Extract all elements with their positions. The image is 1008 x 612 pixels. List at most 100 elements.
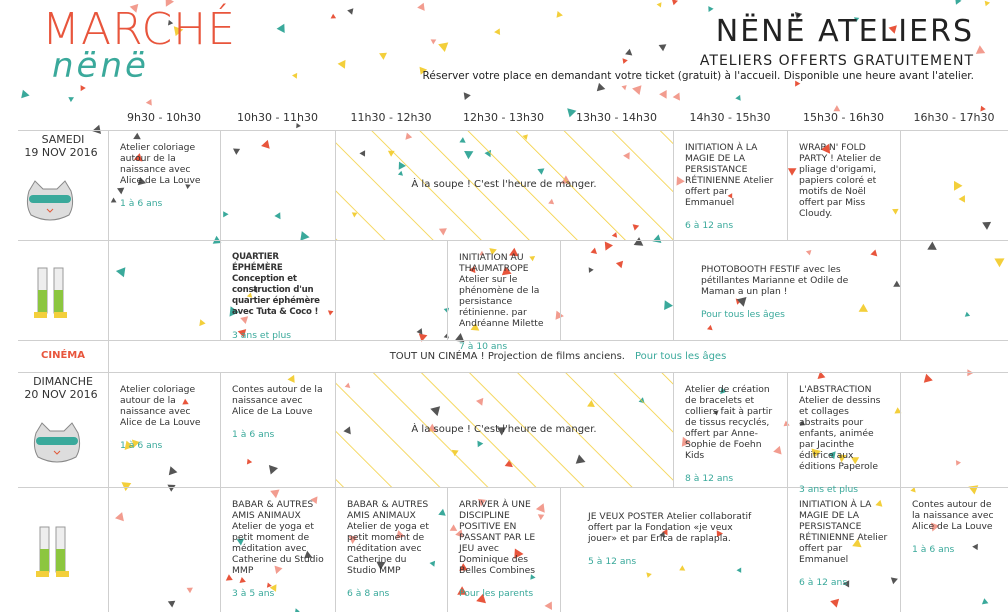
- confetti: [955, 460, 961, 466]
- confetti: [330, 13, 337, 19]
- column-line: [220, 130, 221, 240]
- column-line: [560, 487, 561, 612]
- confetti: [266, 582, 272, 588]
- confetti: [479, 250, 485, 256]
- cell-age: 6 à 12 ans: [799, 577, 848, 588]
- confetti: [783, 420, 790, 427]
- column-line: [220, 487, 221, 612]
- confetti: [735, 94, 741, 101]
- confetti: [923, 373, 933, 383]
- column-line: [900, 240, 901, 340]
- confetti: [659, 531, 665, 538]
- confetti: [858, 303, 868, 312]
- day-date: 20 NOV 2016: [24, 388, 98, 401]
- confetti: [633, 237, 644, 246]
- confetti: [396, 530, 405, 539]
- confetti: [233, 148, 241, 155]
- column-line: [108, 487, 109, 612]
- confetti: [621, 85, 627, 91]
- cell-age: 6 à 12 ans: [685, 220, 734, 231]
- cell: Atelier coloriage autour de la naissance…: [108, 142, 220, 209]
- confetti: [185, 184, 191, 190]
- confetti: [795, 80, 801, 87]
- cell-text: À la soupe ! C'est l'heure de manger.: [411, 423, 597, 435]
- cell: Atelier de création de bracelets et coll…: [673, 384, 787, 484]
- cell: QUARTIER ÉPHÉMÈRE Conception et construc…: [220, 252, 335, 341]
- note: Réserver votre place en demandant votre …: [422, 70, 974, 82]
- cell-text: PHOTOBOOTH FESTIF avec les pétillantes M…: [701, 264, 849, 297]
- cell-age: Pour tous les âges: [701, 309, 785, 320]
- confetti: [129, 3, 139, 13]
- cell-text: BABAR & AUTRES AMIS ANIMAUX Atelier de y…: [232, 499, 324, 576]
- confetti: [544, 601, 552, 610]
- confetti: [596, 82, 606, 92]
- confetti: [773, 445, 782, 455]
- confetti: [468, 266, 476, 274]
- confetti: [347, 8, 354, 15]
- confetti: [567, 108, 577, 118]
- confetti: [145, 99, 152, 106]
- confetti: [167, 484, 176, 492]
- confetti: [736, 297, 747, 307]
- confetti: [416, 328, 423, 335]
- confetti: [167, 600, 176, 608]
- confetti: [21, 89, 30, 99]
- confetti: [477, 498, 486, 507]
- row-line: [18, 340, 1008, 341]
- confetti: [982, 221, 992, 230]
- confetti: [133, 132, 141, 140]
- time-label: 9h30 - 10h30: [127, 111, 201, 124]
- column-line: [220, 372, 221, 487]
- row-line: [18, 240, 1008, 241]
- confetti: [133, 153, 143, 162]
- socks-icon: [36, 526, 69, 577]
- confetti: [530, 574, 536, 580]
- confetti: [68, 97, 74, 103]
- cell: WRAP N' FOLD PARTY ! Atelier de pliage d…: [787, 142, 900, 219]
- confetti: [984, 0, 991, 7]
- cell-age: 3 ans et plus: [799, 484, 859, 495]
- confetti: [604, 241, 613, 251]
- confetti: [115, 267, 126, 278]
- confetti: [727, 193, 733, 199]
- cell-text: INITIATION AU THAUMATROPE Atelier sur le…: [459, 252, 544, 329]
- confetti: [716, 530, 723, 538]
- confetti: [555, 310, 564, 320]
- column-line: [787, 130, 788, 240]
- confetti: [430, 39, 437, 45]
- time-label: 10h30 - 11h30: [237, 111, 318, 124]
- confetti: [892, 208, 899, 215]
- cinema-title: TOUT UN CINÉMA ! Projection de films anc…: [389, 351, 625, 362]
- cell-age: 5 à 12 ans: [588, 556, 637, 567]
- confetti: [794, 11, 803, 20]
- confetti: [270, 489, 280, 499]
- confetti: [476, 593, 486, 604]
- day-name: DIMANCHE: [33, 375, 93, 388]
- time-label: 14h30 - 15h30: [689, 111, 771, 124]
- column-line: [447, 487, 448, 612]
- confetti: [799, 420, 806, 426]
- time-label: 13h30 - 14h30: [576, 111, 657, 124]
- confetti: [168, 466, 178, 476]
- cell-text: Atelier coloriage autour de la naissance…: [120, 384, 201, 428]
- cell: INITIATION AU THAUMATROPE Atelier sur le…: [447, 252, 560, 352]
- confetti: [292, 72, 298, 79]
- confetti: [833, 105, 841, 112]
- cell: L'ABSTRACTION Atelier de dessins et coll…: [787, 384, 900, 495]
- cell-age: 1 à 6 ans: [232, 429, 275, 440]
- confetti: [240, 316, 249, 324]
- column-line: [447, 240, 448, 340]
- column-line: [900, 372, 901, 487]
- confetti: [659, 90, 667, 99]
- cell-text: Atelier de création de bracelets et coll…: [685, 384, 773, 461]
- confetti: [980, 105, 986, 112]
- time-label: 16h30 - 17h30: [913, 111, 995, 124]
- row-line: [18, 130, 1008, 131]
- cell-text: WRAP N' FOLD PARTY ! Atelier de pliage d…: [799, 142, 882, 219]
- row-line: [18, 487, 1008, 488]
- confetti: [449, 524, 458, 531]
- confetti: [661, 529, 668, 536]
- lunch-stripes: [336, 131, 673, 240]
- confetti: [131, 439, 140, 448]
